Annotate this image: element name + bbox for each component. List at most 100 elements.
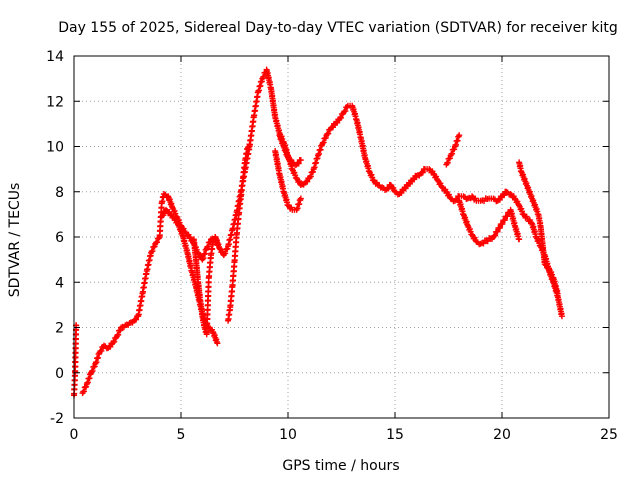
data-point-sample — [224, 245, 231, 252]
data-points — [71, 66, 565, 399]
data-point-sample — [98, 347, 105, 354]
data-point-sample — [295, 160, 302, 167]
y-tick-label: 6 — [55, 230, 64, 246]
data-point-sample — [120, 324, 127, 331]
data-point-sample — [288, 157, 295, 164]
data-point-sample — [213, 338, 220, 345]
data-point-sample — [518, 208, 525, 215]
data-point-sample — [472, 195, 479, 202]
data-point-sample — [287, 205, 294, 212]
y-axis-label: SDTVAR / TECUs — [7, 183, 23, 298]
gridlines — [74, 56, 609, 418]
data-point-sample — [554, 287, 561, 294]
data-point-sample — [170, 213, 177, 220]
data-point-sample — [444, 159, 451, 166]
data-point-sample — [185, 231, 192, 238]
data-point-sample — [548, 269, 555, 275]
data-point-sample — [480, 240, 487, 247]
data-point-sample — [304, 178, 311, 185]
data-point-sample — [166, 209, 173, 216]
data-point-sample — [494, 228, 501, 235]
data-point-sample — [411, 176, 418, 183]
data-point-sample — [133, 316, 140, 323]
data-point-sample — [496, 196, 503, 203]
data-point-sample — [183, 247, 190, 254]
data-point-sample — [424, 166, 431, 173]
data-point-sample — [406, 180, 413, 187]
data-point-sample — [535, 237, 542, 244]
y-tick-label: 14 — [46, 49, 64, 65]
data-point-sample — [296, 157, 303, 164]
data-point-sample — [165, 210, 172, 217]
data-point-sample — [501, 217, 508, 224]
data-point-sample — [545, 263, 552, 270]
data-point-sample — [115, 331, 122, 338]
data-point-sample — [297, 196, 304, 203]
data-point-sample — [419, 169, 426, 176]
data-point-sample — [149, 248, 156, 255]
data-point-sample — [154, 239, 161, 246]
data-point-sample — [209, 241, 216, 248]
data-point-sample — [499, 220, 506, 227]
chart-title: Day 155 of 2025, Sidereal Day-to-day VTE… — [58, 20, 618, 36]
data-point-sample — [463, 195, 470, 202]
data-point-sample — [501, 192, 508, 199]
data-point-sample — [89, 367, 96, 374]
data-point-sample — [258, 78, 265, 85]
data-point-sample — [402, 185, 409, 192]
y-tick-label: 12 — [46, 94, 64, 110]
data-point-sample — [451, 146, 458, 153]
data-point-sample — [476, 241, 483, 248]
data-point-sample — [209, 326, 216, 333]
data-point-sample — [446, 155, 453, 162]
data-point-sample — [325, 130, 332, 137]
data-point-sample — [558, 310, 565, 317]
data-point-sample — [117, 327, 124, 334]
data-point-sample — [292, 172, 299, 179]
data-point-sample — [466, 226, 473, 233]
data-point-sample — [307, 173, 314, 180]
data-point-sample — [541, 258, 548, 265]
data-point-sample — [125, 321, 132, 328]
data-point-sample — [320, 139, 327, 146]
data-point-sample — [171, 207, 178, 214]
data-point-sample — [449, 150, 456, 157]
data-point — [246, 141, 253, 148]
data-point-sample — [213, 237, 220, 244]
x-tick-label: 15 — [386, 427, 404, 443]
y-tick-label: 4 — [55, 275, 64, 291]
data-point-sample — [318, 142, 325, 149]
data-point-sample — [245, 143, 252, 150]
data-point-sample — [467, 228, 474, 235]
data-point-sample — [489, 235, 496, 242]
x-tick-label: 20 — [493, 427, 511, 443]
data-point-sample — [342, 108, 349, 115]
y-tick-label: 8 — [55, 185, 64, 201]
data-point-sample — [416, 172, 423, 179]
data-point-sample — [488, 195, 495, 202]
y-tick-label: 10 — [46, 140, 64, 156]
data-point-sample — [373, 179, 380, 186]
data-point-sample — [87, 371, 94, 378]
data-point-sample — [455, 133, 462, 140]
data-point-sample — [334, 119, 341, 126]
data-point-sample — [314, 155, 321, 162]
data-point-sample — [369, 174, 376, 181]
data-point-sample — [518, 205, 525, 212]
data-point-sample — [203, 246, 210, 253]
data-point-sample — [515, 235, 522, 242]
data-point-sample — [484, 238, 491, 245]
data-point-sample — [464, 221, 471, 228]
data-point-sample — [548, 271, 555, 278]
x-axis-label: GPS time / hours — [282, 458, 399, 474]
data-point-sample — [458, 193, 465, 200]
data-point-sample — [111, 338, 118, 345]
data-point-sample — [276, 127, 283, 134]
data-point-sample — [372, 180, 379, 187]
data-point-sample — [222, 250, 229, 257]
y-axis-ticks: -2 0 2 4 6 8 10 12 14 — [46, 49, 609, 427]
data-point-sample — [91, 363, 98, 370]
x-tick-label: 0 — [70, 427, 79, 443]
